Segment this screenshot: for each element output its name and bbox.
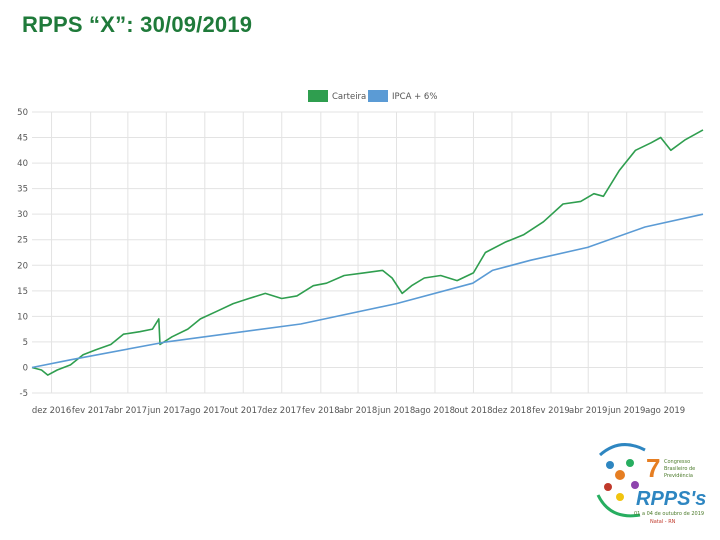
logo-dot	[604, 483, 612, 491]
x-tick-label: jun 2018	[377, 406, 415, 416]
gridlines	[32, 111, 703, 394]
series-line	[31, 213, 704, 369]
logo-arc	[596, 494, 641, 518]
y-tick-label: 5	[23, 338, 28, 348]
x-tick-label: out 2017	[224, 406, 262, 416]
y-tick-label: 40	[17, 159, 28, 169]
legend-swatch	[368, 90, 388, 102]
logo-arc	[598, 443, 646, 457]
y-tick-label: 20	[17, 261, 28, 271]
x-tick-label: ago 2018	[415, 406, 455, 416]
congress-logo: 7 Congresso Brasileiro de Previdência RP…	[596, 443, 706, 525]
y-tick-label: 0	[23, 363, 28, 373]
legend-swatch	[308, 90, 328, 102]
y-tick-label: 50	[17, 108, 28, 118]
logo-dot	[616, 493, 624, 501]
x-tick-label: dez 2017	[262, 406, 301, 416]
x-tick-label: ago 2019	[645, 406, 685, 416]
x-tick-label: abr 2017	[109, 406, 147, 416]
x-tick-label: abr 2018	[339, 406, 377, 416]
y-tick-label: 25	[17, 236, 28, 246]
logo-line1: Congresso	[664, 459, 690, 465]
x-tick-label: ago 2017	[185, 406, 225, 416]
series-line	[31, 129, 704, 376]
logo-city: Natal - RN	[650, 519, 676, 525]
slide-title: RPPS “X”: 30/09/2019	[22, 12, 253, 37]
x-tick-label: jun 2019	[607, 406, 645, 416]
y-tick-label: 35	[17, 185, 28, 195]
logo-dot	[606, 461, 614, 469]
x-tick-label: abr 2019	[569, 406, 607, 416]
legend-label: Carteira	[332, 92, 366, 102]
logo-dot	[626, 459, 634, 467]
y-tick-label: 45	[17, 134, 28, 144]
x-axis-ticks: dez 2016 fev 2017 abr 2017 jun 2017 ago 2017…	[32, 406, 685, 416]
logo-name: RPPS's	[636, 488, 706, 510]
x-tick-label: fev 2017	[72, 406, 110, 416]
x-tick-label: dez 2018	[492, 406, 531, 416]
x-tick-label: fev 2019	[532, 406, 570, 416]
legend: Carteira IPCA + 6%	[308, 90, 437, 102]
y-axis-ticks: -5 0 5 10 15 20 25 30 35 40 45 50	[17, 108, 28, 399]
logo-number: 7	[646, 453, 660, 483]
series-lines	[31, 129, 704, 376]
legend-label: IPCA + 6%	[392, 92, 437, 102]
logo-dot	[631, 481, 639, 489]
x-tick-label: fev 2018	[302, 406, 340, 416]
y-tick-label: -5	[20, 389, 28, 399]
logo-dates: 01 a 04 de outubro de 2019	[634, 511, 704, 517]
y-tick-label: 30	[17, 210, 28, 220]
logo-dot	[615, 470, 625, 480]
logo-line3: Previdência	[664, 472, 693, 479]
x-tick-label: jun 2017	[147, 406, 185, 416]
logo-line2: Brasileiro de	[664, 466, 695, 472]
x-tick-label: dez 2016	[32, 406, 71, 416]
x-tick-label: out 2018	[454, 406, 492, 416]
y-tick-label: 10	[17, 312, 28, 322]
y-tick-label: 15	[17, 287, 28, 297]
